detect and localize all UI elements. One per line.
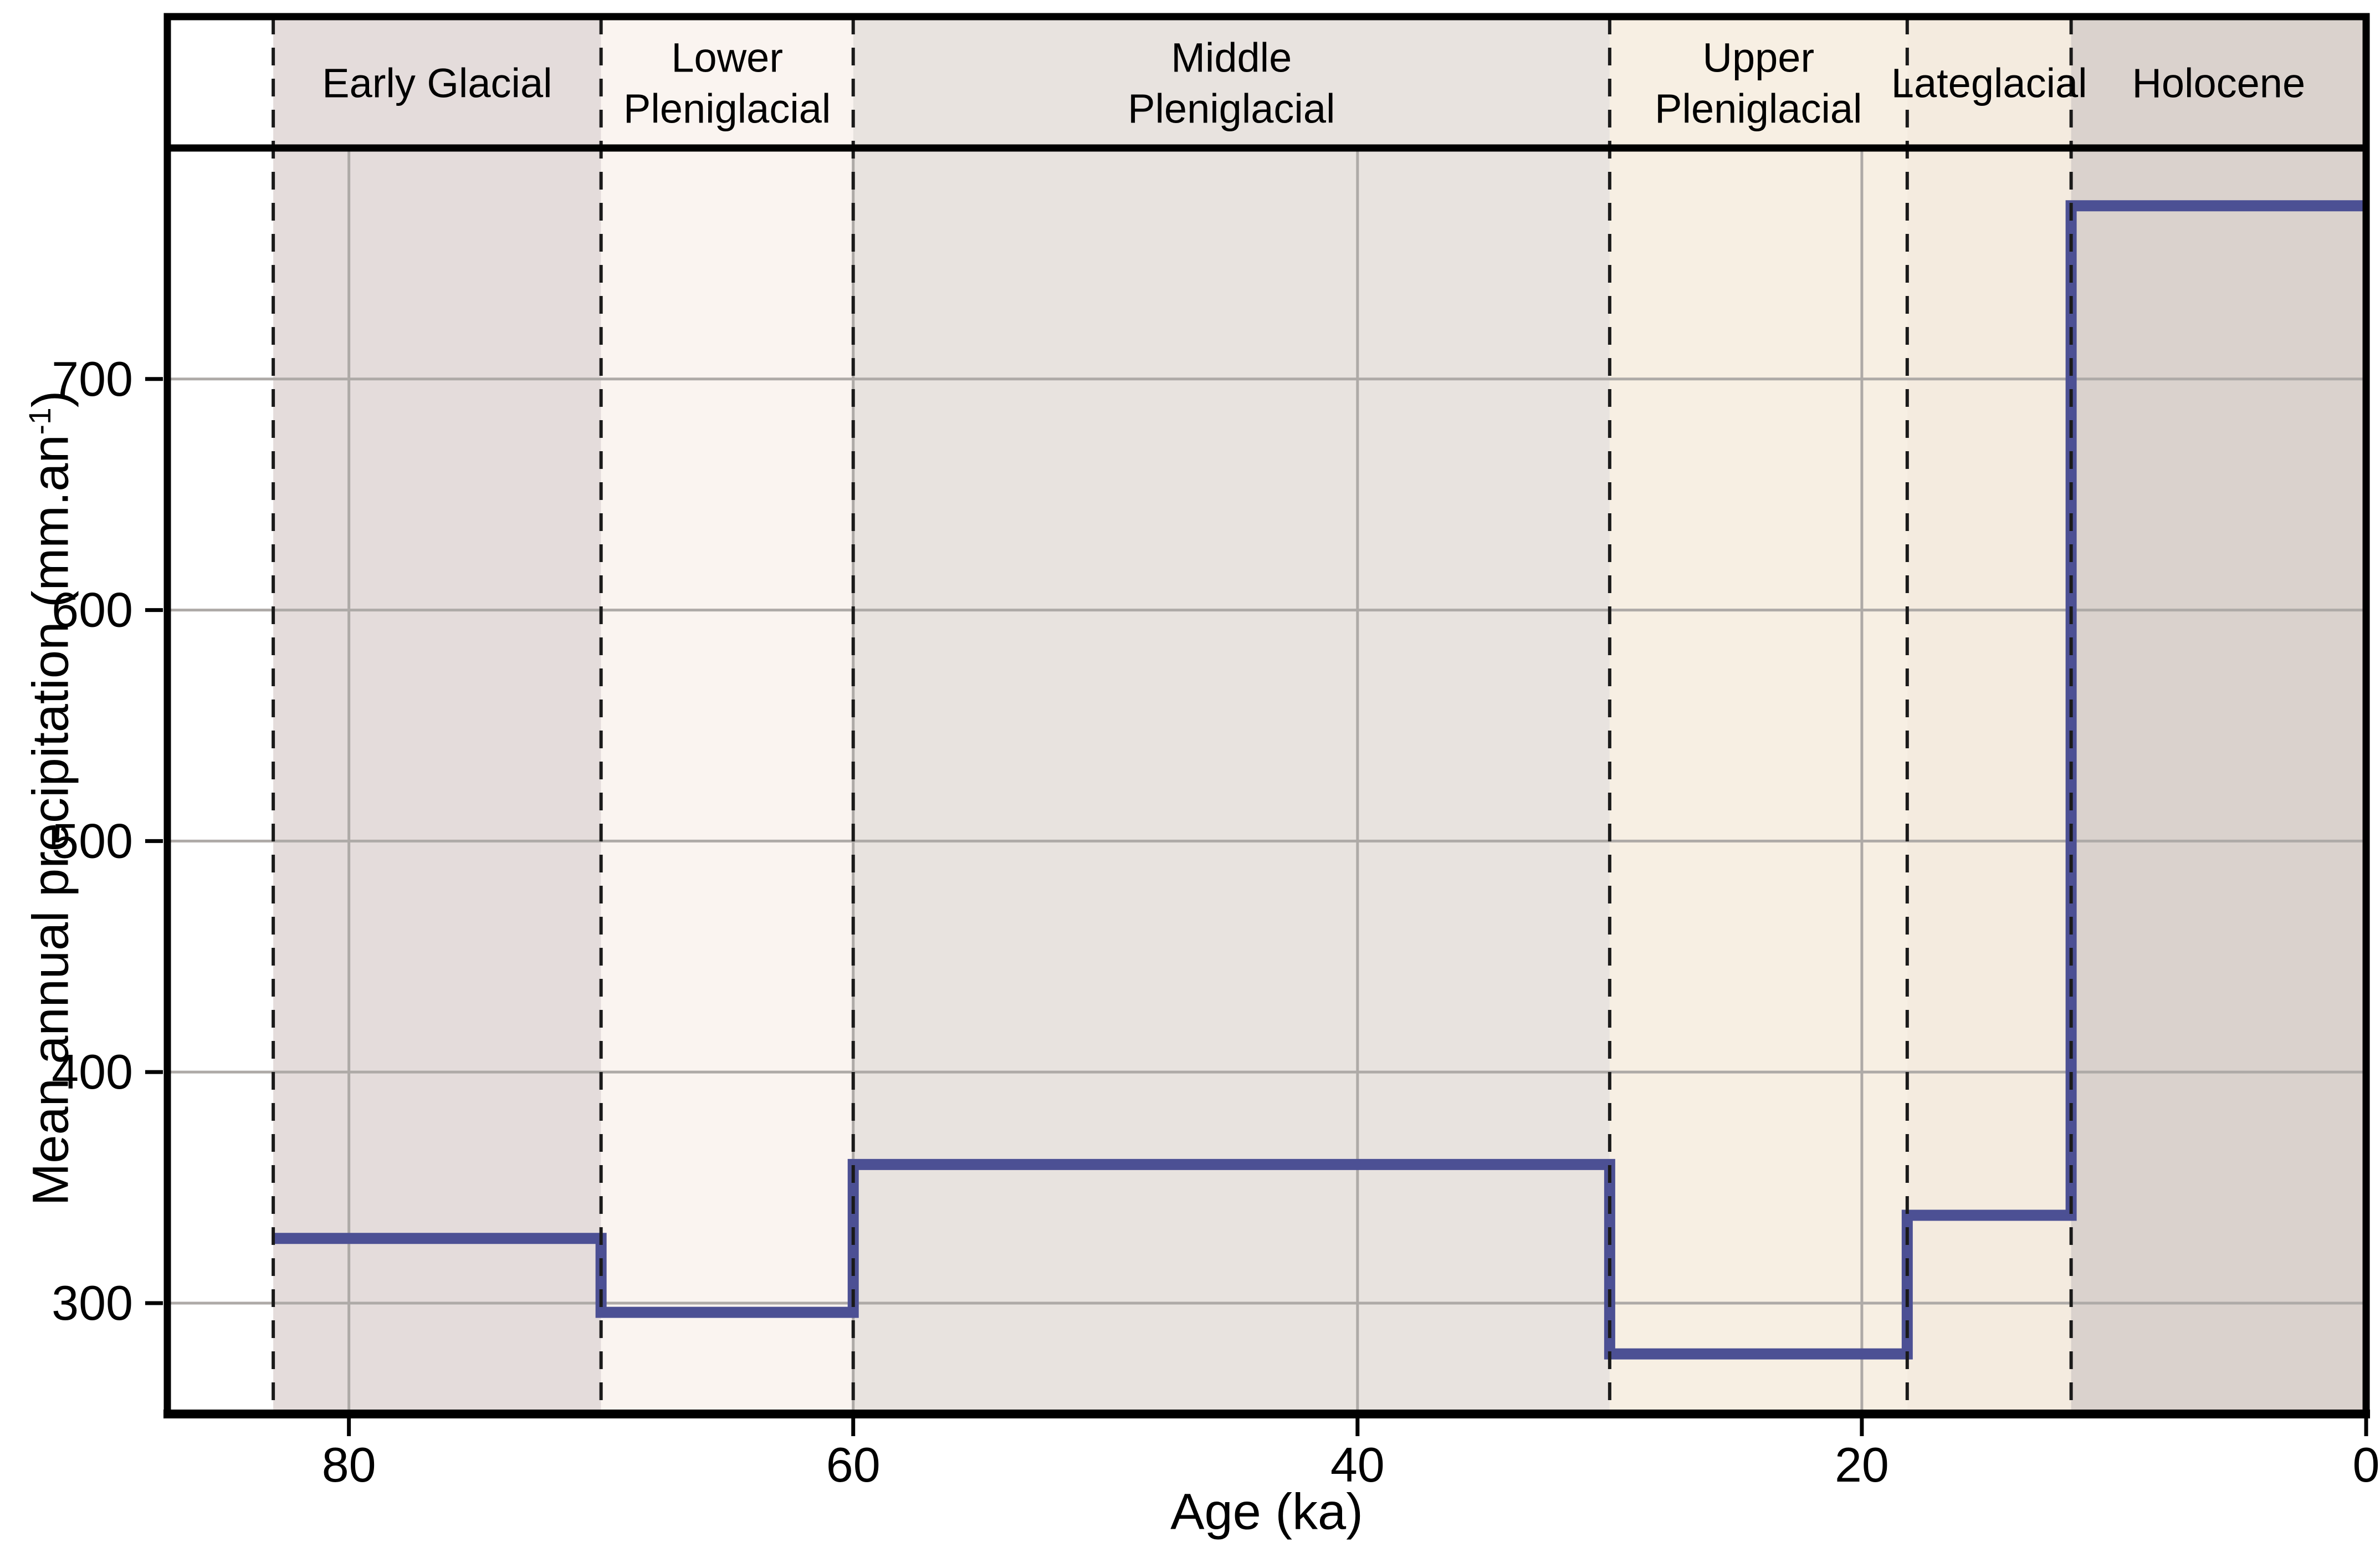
period-band-early-glacial bbox=[273, 17, 601, 1414]
period-label-lateglacial: Lateglacial bbox=[1891, 60, 2087, 106]
y-tick-label-600: 600 bbox=[52, 583, 133, 637]
x-tick-label-80: 80 bbox=[322, 1437, 376, 1492]
period-band-upper-pleniglacial bbox=[1609, 17, 1907, 1414]
period-label-lower-pleniglacial: Lower Pleniglacial bbox=[623, 35, 831, 132]
x-tick-label-0: 0 bbox=[2353, 1437, 2380, 1492]
period-label-middle-pleniglacial: Middle Pleniglacial bbox=[1128, 35, 1335, 132]
period-label-upper-pleniglacial: Upper Pleniglacial bbox=[1655, 35, 1862, 132]
x-tick-label-40: 40 bbox=[1330, 1437, 1385, 1492]
period-band-lower-pleniglacial bbox=[601, 17, 853, 1414]
y-axis-title-text: Mean annual precipitation (mm.an bbox=[22, 435, 79, 1206]
y-tick-label-300: 300 bbox=[52, 1275, 133, 1330]
y-tick-label-700: 700 bbox=[52, 351, 133, 406]
period-band-lateglacial bbox=[1907, 17, 2071, 1414]
x-axis-title: Age (ka) bbox=[1170, 1483, 1363, 1540]
x-tick-label-60: 60 bbox=[826, 1437, 881, 1492]
y-tick-label-400: 400 bbox=[52, 1044, 133, 1099]
y-axis-title-superscript: -1 bbox=[22, 407, 57, 435]
period-band-holocene bbox=[2071, 17, 2366, 1414]
period-label-holocene: Holocene bbox=[2132, 60, 2305, 106]
y-tick-label-500: 500 bbox=[52, 813, 133, 868]
period-band-middle-pleniglacial bbox=[853, 17, 1610, 1414]
period-label-early-glacial: Early Glacial bbox=[322, 60, 552, 106]
y-axis-title: Mean annual precipitation (mm.an-1) bbox=[22, 391, 80, 1206]
y-axis-title-suffix: ) bbox=[22, 390, 79, 408]
x-tick-label-20: 20 bbox=[1835, 1437, 1889, 1492]
